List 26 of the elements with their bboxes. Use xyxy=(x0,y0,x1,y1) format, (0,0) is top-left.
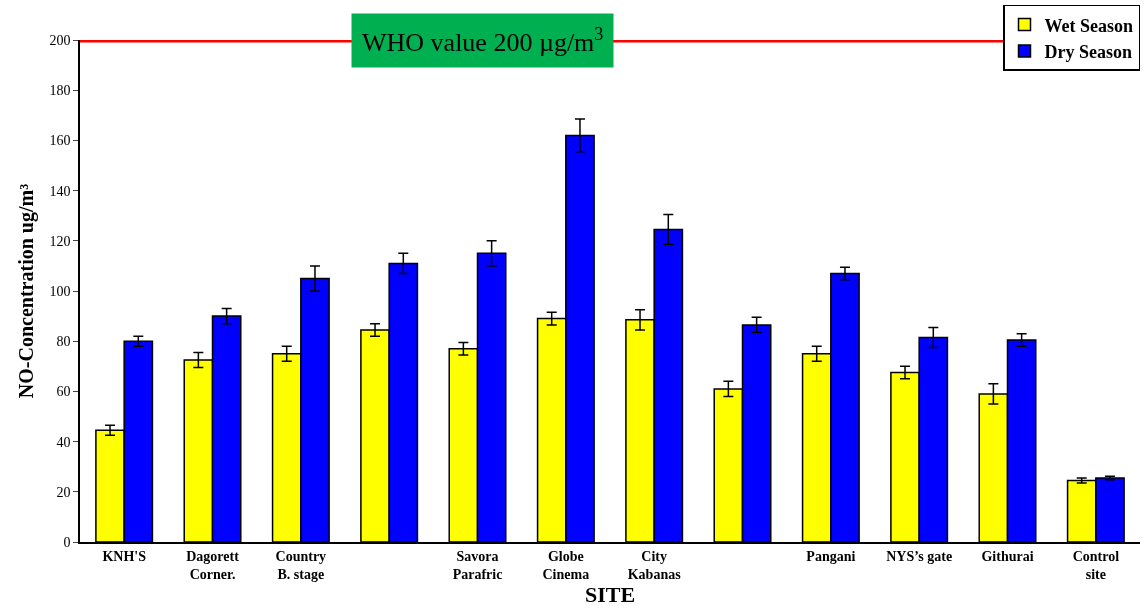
y-tick-label: 160 xyxy=(49,133,71,149)
legend-label: Dry Season xyxy=(1044,41,1133,62)
legend-label: Wet Season xyxy=(1044,15,1134,36)
y-tick-label: 120 xyxy=(49,233,71,249)
y-tick-label: 20 xyxy=(56,484,71,500)
y-tick-label: 60 xyxy=(56,384,71,400)
y-tick-label: 180 xyxy=(49,83,71,99)
y-tick-label: 40 xyxy=(56,434,71,450)
y-tick-label: 100 xyxy=(49,283,71,299)
x-tick-label: NYS’s gate xyxy=(886,548,953,564)
x-tick-label: Savora Parafric xyxy=(452,548,503,582)
y-tick-label: 200 xyxy=(49,32,71,48)
y-tick-label: 140 xyxy=(49,183,71,199)
y-axis-title: NO-Concentration ug/m³ xyxy=(15,183,39,399)
x-tick-label: KNH'S xyxy=(102,548,147,564)
x-tick-label: City Kabanas xyxy=(627,548,682,582)
x-tick-label: Control site xyxy=(1072,548,1120,582)
x-tick-label: Country B. stage xyxy=(275,548,327,582)
ref-line-label: WHO value 200 µg/m$^{3}$ xyxy=(362,24,604,57)
y-tick-label: 0 xyxy=(63,534,71,550)
x-tick-label: Pangani xyxy=(806,548,856,564)
x-tick-label: Githurai xyxy=(981,548,1034,564)
y-tick-label: 80 xyxy=(56,334,71,350)
x-tick-label: Dagorett Corner. xyxy=(186,548,240,582)
x-tick-label: Globe Cinema xyxy=(542,548,590,582)
x-axis-title: SITE xyxy=(584,581,636,607)
